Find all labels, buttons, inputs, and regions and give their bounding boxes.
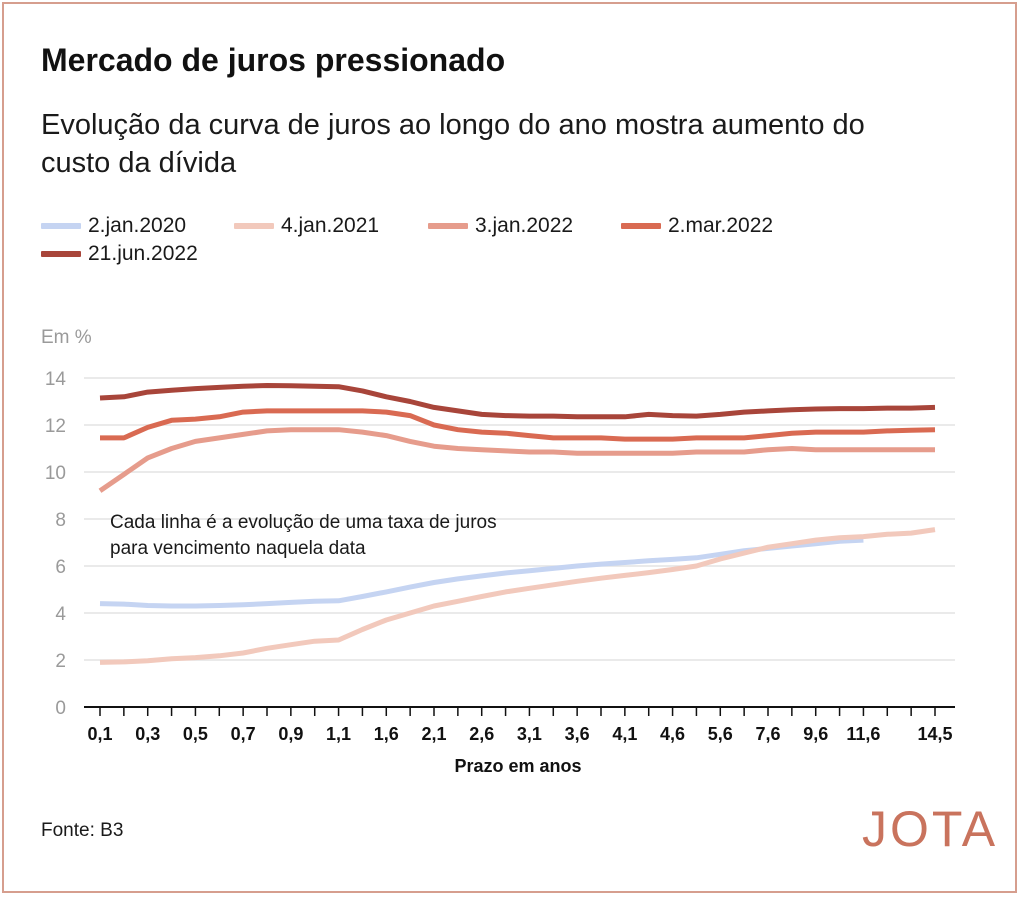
y-tick-label: 10 <box>45 463 66 484</box>
x-tick-label: 5,6 <box>708 724 733 744</box>
legend-label: 21.jun.2022 <box>88 242 198 265</box>
x-tick-label: 4,1 <box>612 724 637 744</box>
x-tick-label: 0,7 <box>231 724 256 744</box>
y-tick-label: 6 <box>55 557 66 578</box>
jota-logo: JOTA <box>862 801 999 857</box>
legend-label: 2.mar.2022 <box>668 214 774 237</box>
x-tick-label: 0,9 <box>278 724 303 744</box>
series-line-21jun2022 <box>99 383 936 420</box>
x-tick-label: 2,6 <box>469 724 494 744</box>
legend-swatch-3jan2022 <box>428 223 468 229</box>
x-tick-label: 14,5 <box>917 724 952 744</box>
x-tick-label: 2,1 <box>421 724 446 744</box>
y-tick-label: 0 <box>55 698 66 719</box>
y-tick-label: 8 <box>55 510 66 531</box>
x-tick-label: 4,6 <box>660 724 685 744</box>
chart-title: Mercado de juros pressionado <box>41 42 506 78</box>
series-line-4jan2021 <box>99 527 936 665</box>
unit-label: Em % <box>41 327 92 348</box>
series-line-2mar2022 <box>100 408 936 442</box>
x-tick-label: 7,6 <box>755 724 780 744</box>
y-tick-label: 14 <box>45 369 67 390</box>
x-tick-label: 3,6 <box>565 724 590 744</box>
series-line-2jan2020 <box>99 537 864 609</box>
chart-annotation: Cada linha é a evolução de uma taxa de j… <box>110 512 497 559</box>
x-tick-label: 1,1 <box>326 724 351 744</box>
line-chart: Em % 0 2 4 6 8 10 12 14 0,1 0,3 0,5 0,7 0,9 1,1 1,6 2,… <box>41 327 955 776</box>
legend-swatch-21jun2022 <box>41 251 81 257</box>
chart-subtitle: Evolução da curva de juros ao longo do a… <box>41 109 865 179</box>
y-axis-ticks: 0 2 4 6 8 10 12 14 <box>45 369 67 719</box>
legend-swatch-2mar2022 <box>621 223 661 229</box>
legend-label: 3.jan.2022 <box>475 214 574 237</box>
y-tick-label: 2 <box>55 651 66 672</box>
x-tick-label: 0,5 <box>183 724 208 744</box>
x-tick-label: 1,6 <box>374 724 399 744</box>
series-lines <box>98 383 936 665</box>
legend-swatch-2jan2020 <box>41 223 81 229</box>
x-tick-label: 0,1 <box>87 724 112 744</box>
y-tick-label: 12 <box>45 416 66 437</box>
x-axis-title: Prazo em anos <box>454 756 581 776</box>
legend-swatch-4jan2021 <box>234 223 274 229</box>
grid <box>84 377 955 661</box>
source-note: Fonte: B3 <box>41 820 124 841</box>
x-tick-label: 11,6 <box>846 724 880 744</box>
x-tick-label: 3,1 <box>517 724 542 744</box>
x-axis-ticks: 0,1 0,3 0,5 0,7 0,9 1,1 1,6 2,1 2,6 3,1 3,6 4,1 4,6 5… <box>87 707 953 744</box>
series-line-3jan2022 <box>98 427 935 493</box>
x-tick-label: 9,6 <box>803 724 828 744</box>
x-tick-label: 0,3 <box>135 724 160 744</box>
legend-label: 4.jan.2021 <box>281 214 380 237</box>
y-tick-label: 4 <box>55 604 66 625</box>
legend-label: 2.jan.2020 <box>88 214 187 237</box>
